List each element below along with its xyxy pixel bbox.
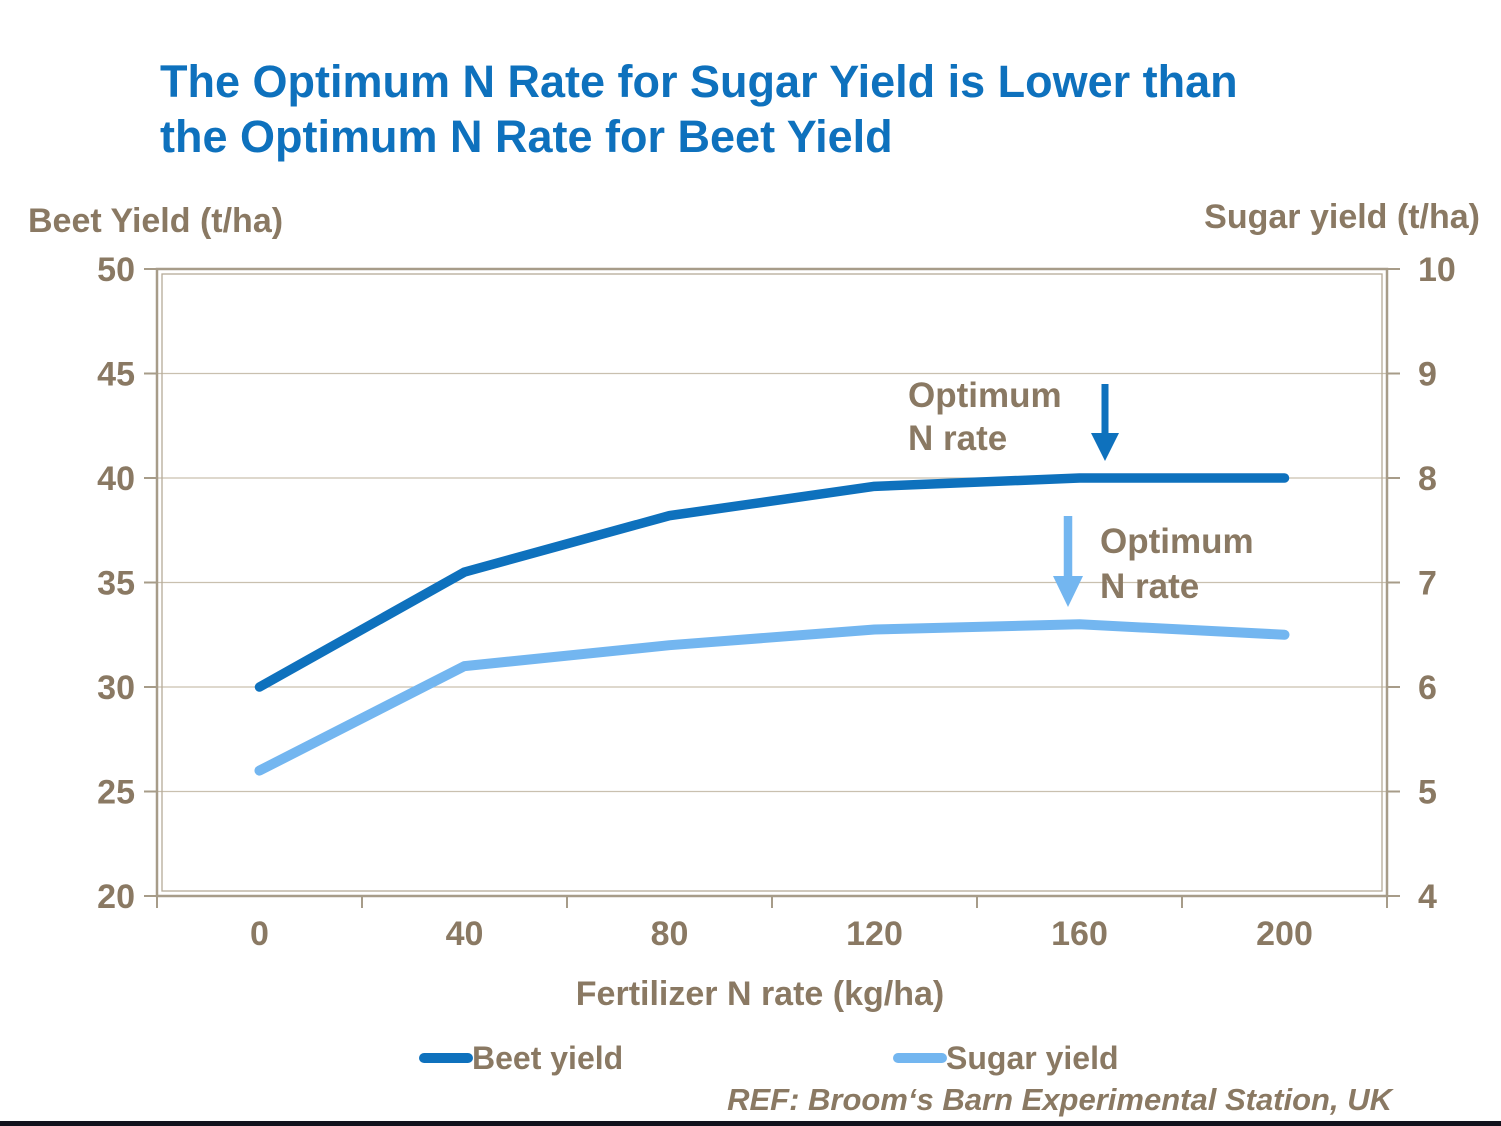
x-axis-tick-label: 120: [846, 915, 903, 953]
y-right-tick-label: 8: [1418, 460, 1437, 498]
x-axis-tick-label: 80: [651, 915, 689, 953]
chart-title-line2: the Optimum N Rate for Beet Yield: [160, 111, 893, 162]
x-axis-title: Fertilizer N rate (kg/ha): [576, 975, 944, 1013]
y-left-tick-label: 35: [97, 565, 135, 603]
y-right-tick-label: 5: [1418, 774, 1437, 812]
y-left-tick-label: 45: [97, 356, 135, 394]
y-right-tick-label: 10: [1418, 251, 1456, 289]
y-left-tick-label: 40: [97, 460, 135, 498]
reference-text: REF: Broom‘s Barn Experimental Station, …: [727, 1082, 1394, 1117]
y-left-tick-label: 30: [97, 669, 135, 707]
x-axis-tick-label: 200: [1256, 915, 1313, 953]
beet-optimum-arrow-icon: [1091, 384, 1119, 461]
y-right-tick-label: 7: [1418, 565, 1437, 603]
left-axis-title: Beet Yield (t/ha): [28, 202, 283, 240]
y-left-tick-label: 50: [97, 251, 135, 289]
series-line-sugar-yield: [254, 619, 1290, 776]
annotation-beet-optimum: Optimum N rate: [908, 376, 1119, 461]
y-left-tick-label: 20: [97, 878, 135, 916]
chart-title-line1: The Optimum N Rate for Sugar Yield is Lo…: [160, 56, 1238, 107]
beet-optimum-label-line1: Optimum: [908, 376, 1062, 415]
y-right-tick-label: 9: [1418, 356, 1437, 394]
y-right-tick-label: 6: [1418, 669, 1437, 707]
data-series: [254, 473, 1290, 776]
x-axis-tick-label: 0: [250, 915, 269, 953]
y-right-tick-label: 4: [1418, 878, 1437, 916]
right-axis-title: Sugar yield (t/ha): [1204, 198, 1480, 236]
y-left-tick-label: 25: [97, 774, 135, 812]
legend-label-sugar: Sugar yield: [946, 1040, 1119, 1076]
series-line-beet-yield: [254, 473, 1290, 692]
legend-label-beet: Beet yield: [472, 1040, 623, 1076]
sugar-optimum-label-line2: N rate: [1100, 567, 1199, 606]
sugar-optimum-label-line1: Optimum: [1100, 522, 1254, 561]
legend: Beet yield Sugar yield: [419, 1040, 1119, 1076]
x-axis-tick-label: 40: [446, 915, 484, 953]
annotation-sugar-optimum: Optimum N rate: [1053, 516, 1254, 607]
plot-border-inner: [161, 273, 1383, 892]
beet-optimum-label-line2: N rate: [908, 419, 1007, 458]
bottom-divider-bar: [0, 1121, 1501, 1126]
x-axis-tick-label: 160: [1051, 915, 1108, 953]
sugar-optimum-arrow-icon: [1053, 516, 1083, 607]
